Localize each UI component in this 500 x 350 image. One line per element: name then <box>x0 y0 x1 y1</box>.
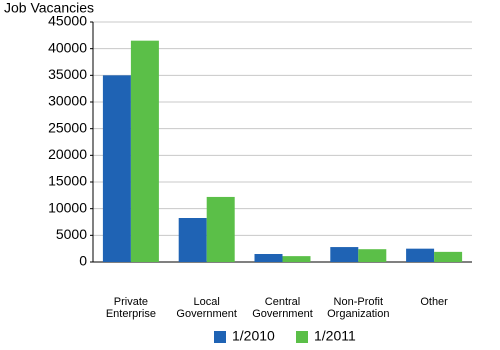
bar <box>330 247 359 262</box>
bar <box>178 218 207 262</box>
y-tick-label: 10000 <box>48 199 87 215</box>
x-tick-label: Central Government <box>252 296 313 320</box>
legend-swatch <box>296 331 308 343</box>
bar <box>130 40 159 262</box>
y-tick-label: 40000 <box>48 39 87 55</box>
bar <box>102 75 131 262</box>
y-tick-label: 20000 <box>48 146 87 162</box>
x-tick-label: Other <box>420 296 448 308</box>
y-tick-label: 35000 <box>48 66 87 82</box>
x-tick-label: Non-Profit Organization <box>327 296 390 320</box>
bar <box>358 249 387 262</box>
bar <box>254 254 283 262</box>
y-axis-label: Job Vacancies <box>4 0 94 16</box>
bar <box>282 256 311 262</box>
legend-label: 1/2011 <box>314 328 356 344</box>
y-tick-label: 45000 <box>48 13 87 29</box>
x-tick-label: Local Government <box>176 296 237 320</box>
y-tick-label: 5000 <box>56 226 87 242</box>
bar <box>206 196 235 262</box>
legend-label: 1/2010 <box>232 328 275 344</box>
y-tick-label: 25000 <box>48 119 87 135</box>
y-tick-label: 15000 <box>48 173 87 189</box>
bar <box>406 248 435 262</box>
y-tick-label: 30000 <box>48 93 87 109</box>
legend-swatch <box>214 331 226 343</box>
y-tick-label: 0 <box>79 253 87 269</box>
bar <box>434 251 463 262</box>
x-tick-label: Private Enterprise <box>105 296 156 320</box>
